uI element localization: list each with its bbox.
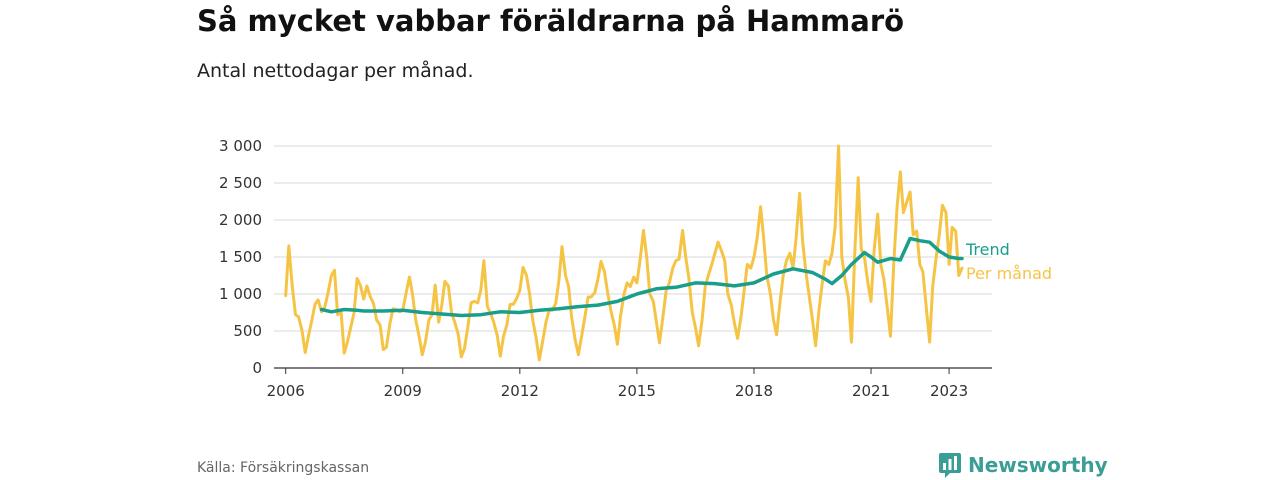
monthly-line	[284, 144, 964, 362]
x-tick-label: 2012	[501, 382, 539, 400]
chart-title: Så mycket vabbar föräldrarna på Hammarö	[197, 4, 905, 38]
trend-line	[319, 236, 964, 318]
y-tick-label: 1 500	[219, 248, 262, 266]
y-tick-label: 500	[233, 322, 262, 340]
trend-label: Trend	[965, 240, 1010, 259]
series-lines	[284, 144, 964, 362]
x-tick-label: 2023	[930, 382, 968, 400]
x-tick-label: 2006	[267, 382, 305, 400]
brand-name: Newsworthy	[968, 453, 1108, 477]
y-tick-label: 3 000	[219, 137, 262, 155]
newsworthy-logo-icon	[939, 453, 961, 478]
x-tick-label: 2015	[618, 382, 656, 400]
x-tick-label: 2018	[735, 382, 773, 400]
monthly-label: Per månad	[966, 264, 1052, 283]
y-tick-label: 0	[252, 359, 262, 377]
x-tick-label: 2021	[852, 382, 890, 400]
y-tick-label: 2 000	[219, 211, 262, 229]
series-labels: Trend Per månad	[965, 240, 1052, 283]
source-note: Källa: Försäkringskassan	[197, 460, 370, 476]
brand-logo: Newsworthy	[938, 451, 1108, 479]
x-tick-label: 2009	[384, 382, 422, 400]
y-axis-ticks: 0 500 1 000 1 500 2 000 2 500 3 000	[219, 137, 262, 377]
x-axis-ticks: 2006 2009 2012 2015 2018 2021 2023	[267, 368, 968, 400]
y-tick-label: 1 000	[219, 285, 262, 303]
chart-subtitle: Antal nettodagar per månad.	[197, 60, 474, 82]
y-tick-label: 2 500	[219, 174, 262, 192]
